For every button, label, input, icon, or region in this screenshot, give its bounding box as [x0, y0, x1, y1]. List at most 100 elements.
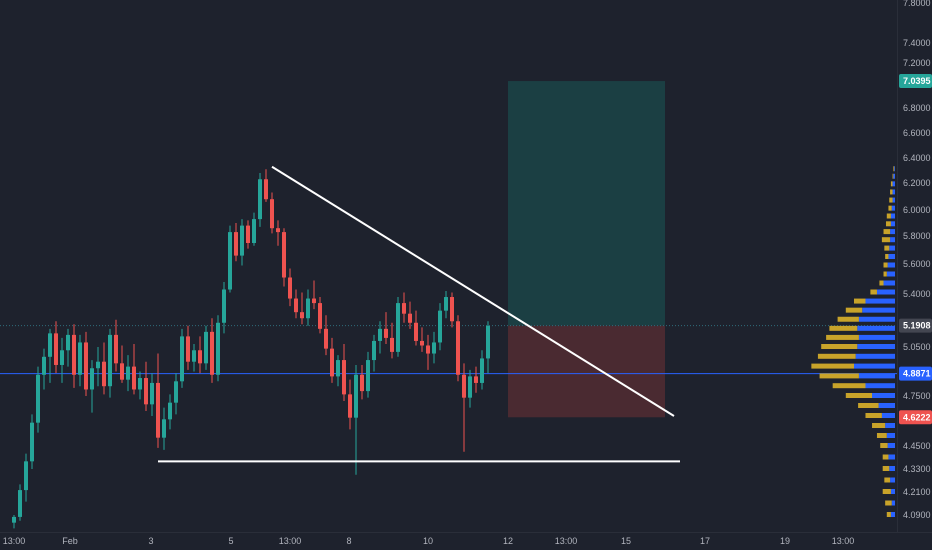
candle[interactable]: [342, 343, 346, 401]
candle[interactable]: [174, 373, 178, 415]
candle[interactable]: [132, 343, 136, 395]
candle[interactable]: [468, 369, 472, 408]
candle[interactable]: [204, 325, 208, 370]
candle[interactable]: [24, 453, 28, 502]
candle[interactable]: [276, 220, 280, 246]
candle[interactable]: [402, 292, 406, 323]
candle[interactable]: [456, 315, 460, 382]
candle[interactable]: [72, 324, 76, 388]
candle[interactable]: [354, 364, 358, 475]
candle[interactable]: [270, 192, 274, 234]
candle[interactable]: [432, 331, 436, 364]
candle[interactable]: [90, 360, 94, 413]
candle[interactable]: [36, 366, 40, 433]
candle[interactable]: [444, 291, 448, 319]
candle[interactable]: [216, 315, 220, 382]
candle[interactable]: [12, 515, 16, 529]
candle[interactable]: [294, 289, 298, 319]
candle[interactable]: [264, 169, 268, 202]
profile-bar-gold: [819, 373, 859, 379]
candle[interactable]: [144, 361, 148, 411]
candle[interactable]: [408, 301, 412, 329]
candle-body: [12, 516, 16, 523]
candle[interactable]: [480, 350, 484, 390]
candle[interactable]: [390, 322, 394, 359]
candle[interactable]: [234, 223, 238, 262]
candle[interactable]: [246, 220, 250, 249]
candle[interactable]: [330, 337, 334, 383]
candle[interactable]: [462, 363, 466, 452]
candle-body: [342, 360, 346, 395]
candle[interactable]: [48, 328, 52, 383]
candle[interactable]: [186, 325, 190, 370]
candle[interactable]: [210, 318, 214, 383]
candle[interactable]: [42, 348, 46, 390]
candle[interactable]: [138, 371, 142, 400]
candle[interactable]: [228, 225, 232, 293]
candle[interactable]: [306, 289, 310, 326]
candle[interactable]: [150, 373, 154, 416]
candle[interactable]: [18, 484, 22, 521]
candle[interactable]: [114, 319, 118, 372]
candles[interactable]: [12, 169, 490, 529]
candle[interactable]: [96, 347, 100, 387]
candle[interactable]: [180, 328, 184, 388]
candle[interactable]: [162, 407, 166, 450]
candle[interactable]: [384, 312, 388, 344]
candle[interactable]: [222, 282, 226, 334]
profile-bar-gold: [826, 334, 859, 340]
candle[interactable]: [396, 297, 400, 357]
time-axis[interactable]: 13:00 Feb 3 5 13:00 8 10 12 13:00 15 17 19 13:00: [3, 536, 855, 546]
candle[interactable]: [450, 292, 454, 328]
candle[interactable]: [60, 337, 64, 383]
candle[interactable]: [258, 173, 262, 227]
candle[interactable]: [288, 268, 292, 307]
profile-bar-blue: [887, 262, 895, 268]
candle[interactable]: [192, 343, 196, 372]
profile-bar-blue: [891, 205, 895, 211]
candle[interactable]: [420, 327, 424, 352]
candle[interactable]: [54, 321, 58, 374]
candle[interactable]: [282, 228, 286, 287]
candle-body: [384, 328, 388, 338]
candle[interactable]: [168, 394, 172, 430]
candle[interactable]: [414, 310, 418, 346]
candle[interactable]: [66, 328, 70, 367]
candle[interactable]: [156, 353, 160, 448]
candle[interactable]: [312, 280, 316, 310]
candle[interactable]: [486, 321, 490, 374]
profile-bar-blue: [857, 325, 895, 331]
candle[interactable]: [366, 351, 370, 398]
candle[interactable]: [102, 342, 106, 395]
candle[interactable]: [30, 414, 34, 469]
candle[interactable]: [474, 366, 478, 393]
candle[interactable]: [252, 212, 256, 246]
candle[interactable]: [318, 297, 322, 334]
volume-profile: [811, 166, 895, 517]
candle[interactable]: [324, 315, 328, 356]
candle[interactable]: [126, 355, 130, 392]
candle-body: [30, 422, 34, 462]
position-profit-zone[interactable]: [508, 81, 665, 326]
profile-bar-gold: [854, 298, 866, 304]
candle[interactable]: [360, 364, 364, 400]
candle[interactable]: [198, 336, 202, 374]
candle[interactable]: [300, 292, 304, 325]
candle[interactable]: [240, 219, 244, 266]
price-axis[interactable]: 7.8000 7.4000 7.2000 6.8000 6.6000 6.4000 6.20…: [903, 0, 931, 520]
candle[interactable]: [426, 334, 430, 370]
candle[interactable]: [348, 379, 352, 430]
candle[interactable]: [438, 303, 442, 351]
candle[interactable]: [120, 345, 124, 383]
candle[interactable]: [336, 355, 340, 387]
candle[interactable]: [78, 334, 82, 387]
position-loss-zone[interactable]: [508, 325, 665, 418]
drawings[interactable]: [158, 165, 680, 463]
candle[interactable]: [372, 334, 376, 372]
trendline-1[interactable]: [271, 165, 675, 417]
position-tool[interactable]: [508, 81, 665, 418]
candle[interactable]: [108, 328, 112, 398]
candle[interactable]: [84, 331, 88, 396]
candle[interactable]: [378, 321, 382, 354]
